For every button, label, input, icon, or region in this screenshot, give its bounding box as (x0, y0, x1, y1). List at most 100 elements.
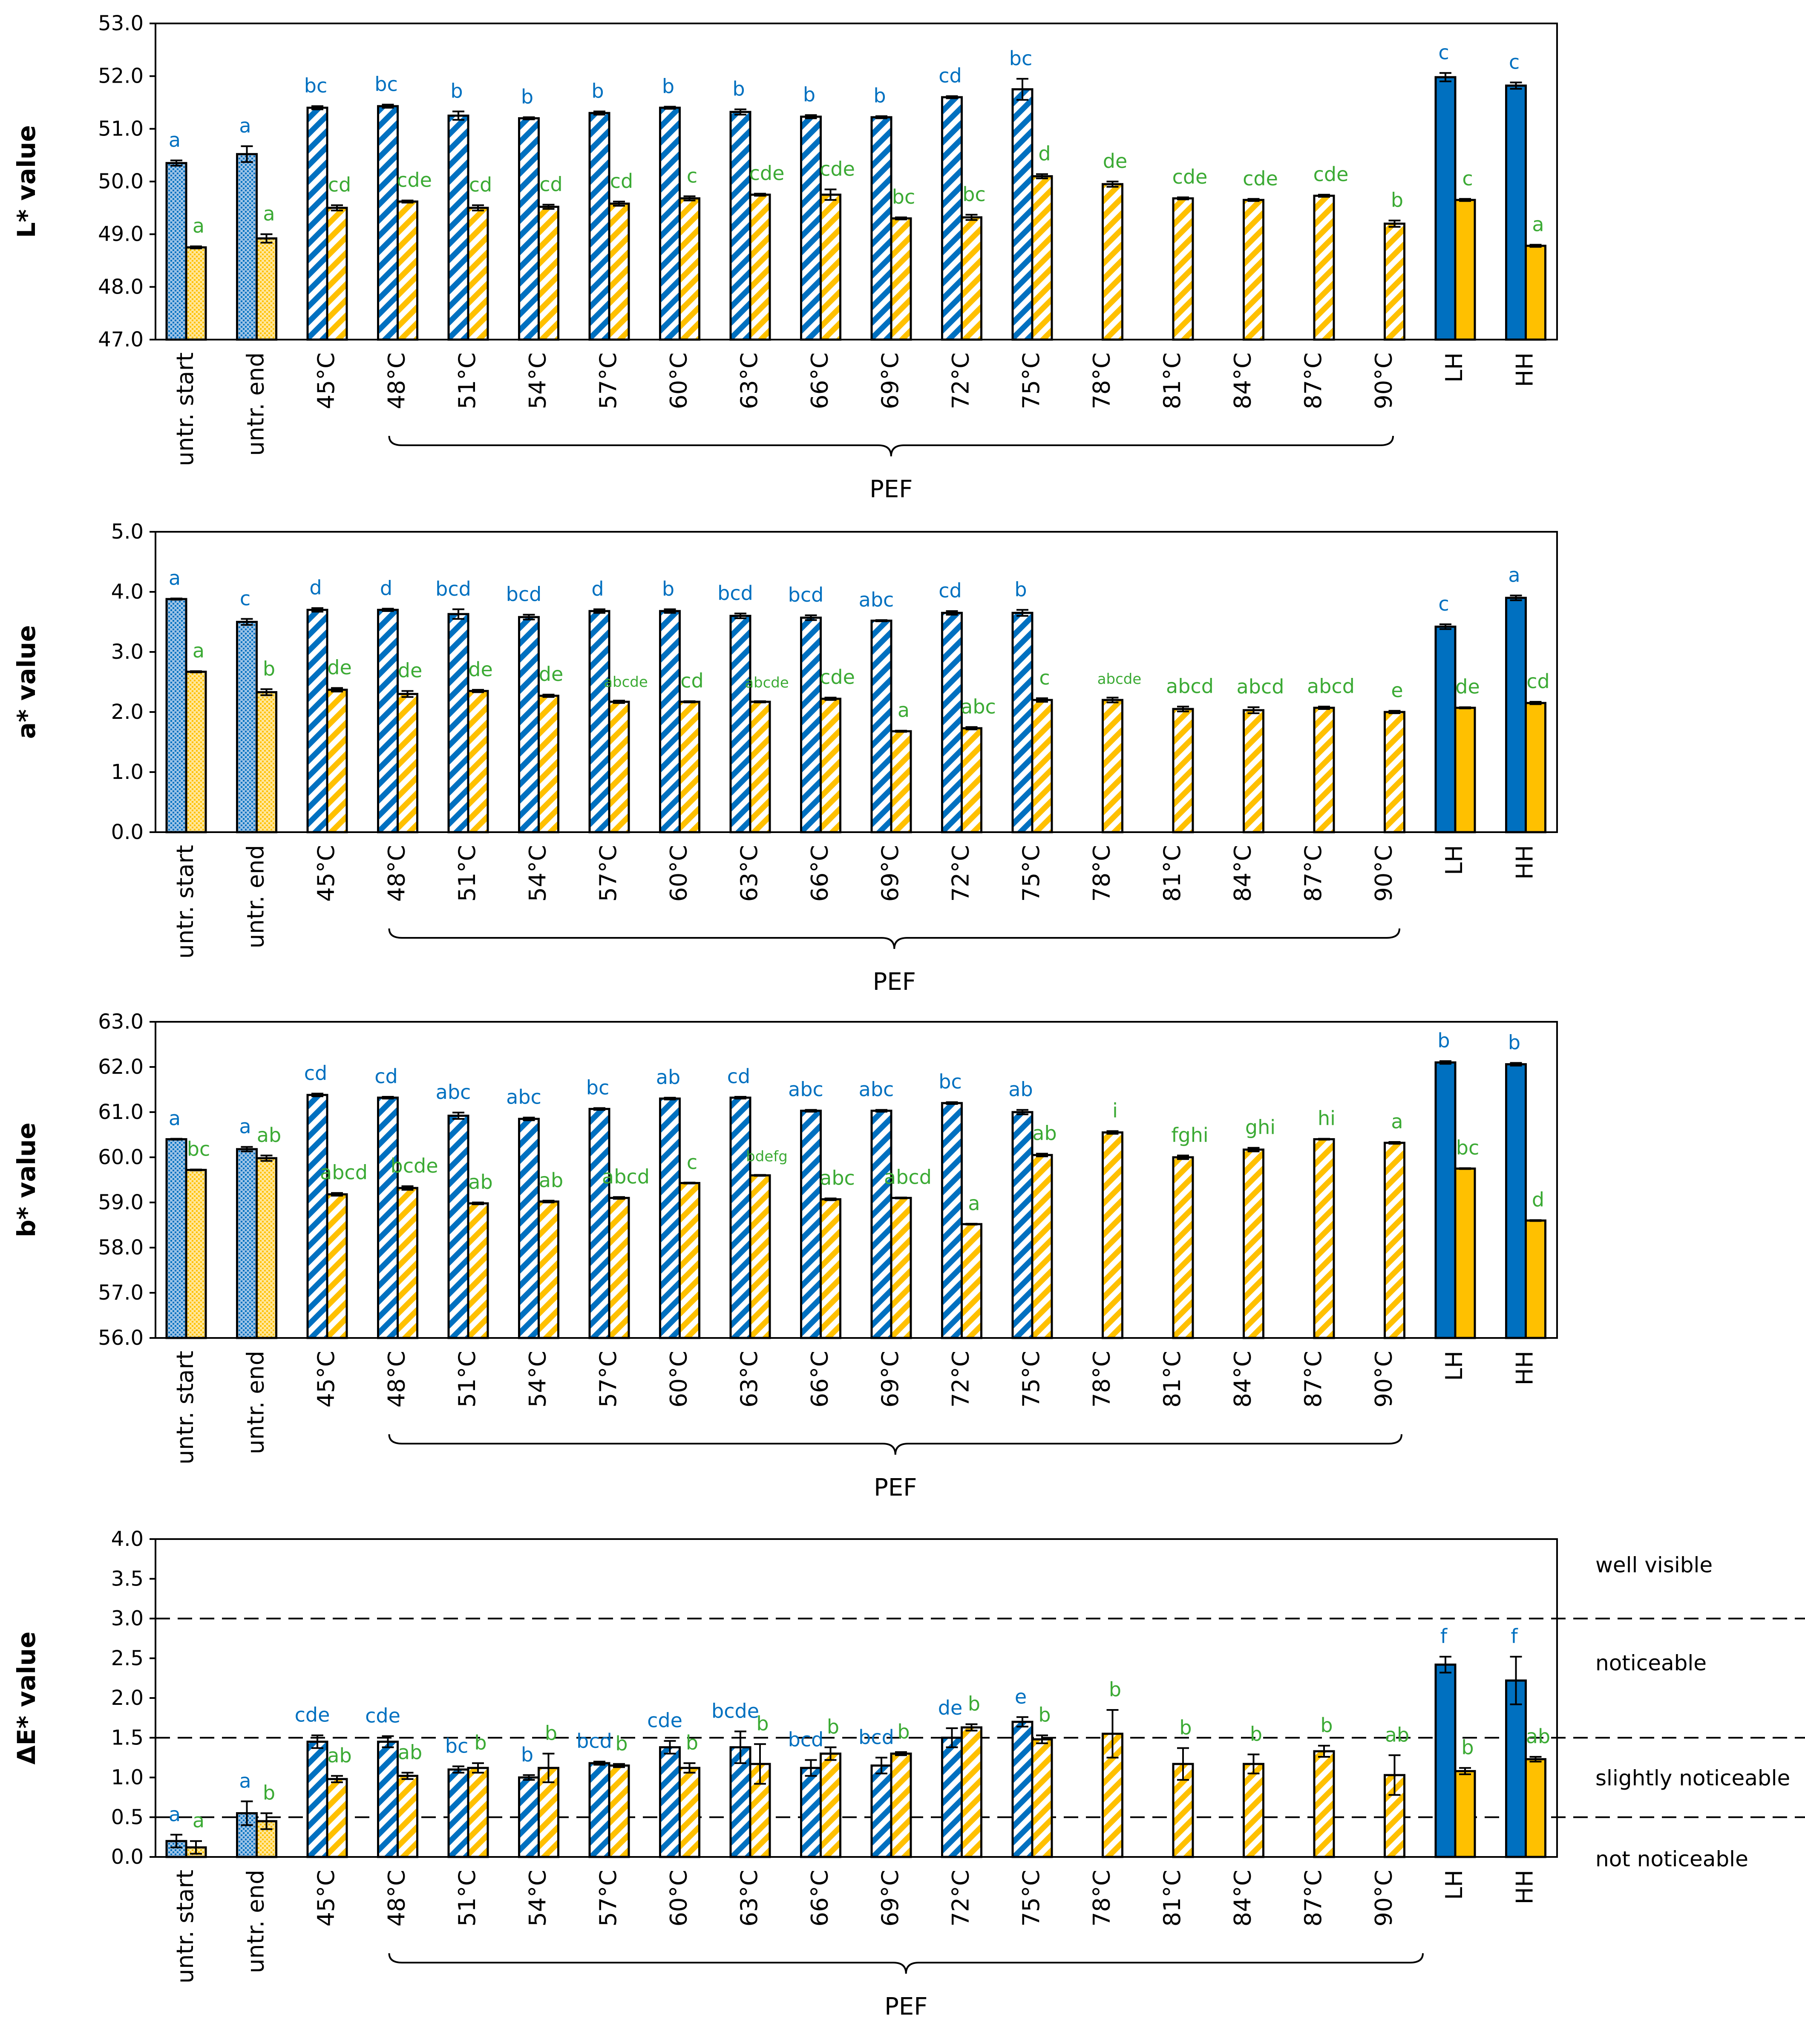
bar-yellow (326, 207, 348, 341)
threshold-zone-label: slightly noticeable (1595, 1766, 1790, 1790)
significance-letter-yellow: b (263, 1781, 275, 1804)
significance-letter-yellow: b (1179, 1716, 1192, 1739)
bar-blue (941, 96, 963, 341)
x-tick-label: 90°C (1370, 352, 1397, 409)
bar-yellow (961, 1223, 982, 1339)
x-tick-label: 72°C (947, 352, 974, 409)
significance-letter-blue: bcd (717, 582, 753, 605)
x-tick-label: 45°C (313, 1351, 340, 1407)
bar-blue (659, 610, 681, 833)
threshold-zone-label: well visible (1595, 1553, 1713, 1577)
significance-letter-yellow: abcde (604, 674, 648, 691)
bar-yellow (1102, 1131, 1123, 1339)
significance-letter-yellow: ab (539, 1169, 563, 1192)
bar-blue (588, 1108, 610, 1339)
x-tick-label: 90°C (1370, 1870, 1397, 1926)
y-tick-label: 53.0 (98, 12, 144, 35)
bar-yellow (256, 1157, 277, 1339)
plot-area (155, 1538, 1558, 1858)
significance-letter-yellow: de (539, 663, 564, 686)
significance-letter-yellow: bdefg (746, 1148, 788, 1165)
y-axis-label: a* value (12, 625, 41, 739)
significance-letter-yellow: a (193, 639, 204, 662)
significance-letter-blue: bcd (435, 577, 471, 600)
significance-letter-blue: bc (938, 1070, 962, 1093)
bar-yellow (326, 689, 348, 833)
significance-letter-yellow: abcd (1307, 675, 1355, 698)
significance-letter-blue: b (1437, 1029, 1450, 1052)
bar-yellow (1525, 1219, 1546, 1339)
x-tick-label: LH (1441, 1870, 1468, 1900)
threshold-zone-label: noticeable (1595, 1651, 1707, 1675)
bar-blue (941, 1102, 963, 1339)
significance-letter-yellow: fghi (1171, 1124, 1208, 1147)
y-tick-label: 61.0 (98, 1100, 144, 1124)
significance-letter-yellow: abcde (745, 675, 789, 692)
y-tick-label: 62.0 (98, 1055, 144, 1079)
x-tick-label: untr. end (242, 1351, 269, 1454)
bar-blue (1505, 1063, 1527, 1339)
x-tick-label: 78°C (1088, 1870, 1115, 1926)
x-tick-label: 81°C (1159, 845, 1186, 902)
x-tick-label: 84°C (1229, 352, 1256, 409)
y-tick-label: 52.0 (98, 64, 144, 88)
significance-letter-yellow: a (898, 699, 910, 722)
x-tick-label: 51°C (454, 1870, 481, 1926)
x-tick-label: untr. end (242, 352, 269, 456)
bar-yellow (1313, 1138, 1335, 1339)
significance-letter-blue: cde (647, 1709, 682, 1732)
bar-blue (306, 1741, 328, 1858)
y-tick-label: 0.5 (111, 1805, 144, 1829)
bar-blue (659, 107, 681, 341)
y-tick-label: 0.0 (111, 1845, 144, 1869)
bar-blue (588, 610, 610, 833)
pef-group-label: PEF (884, 1993, 927, 2021)
plot-area (155, 1021, 1558, 1339)
bar-yellow (608, 1196, 630, 1339)
x-tick-label: 90°C (1370, 1351, 1397, 1407)
bar-blue (870, 1764, 892, 1858)
significance-letter-blue: c (1438, 592, 1449, 615)
significance-letter-yellow: ab (1526, 1725, 1550, 1748)
bar-blue (870, 1110, 892, 1339)
bar-blue (800, 617, 822, 833)
significance-letter-yellow: ab (1032, 1122, 1057, 1145)
significance-letter-yellow: cde (749, 161, 785, 185)
significance-letter-blue: b (662, 75, 674, 98)
significance-letter-yellow: ab (468, 1170, 492, 1194)
bar-blue (165, 162, 187, 341)
bar-yellow (1031, 175, 1053, 341)
significance-letter-yellow: hi (1318, 1107, 1336, 1130)
x-tick-label: 75°C (1018, 352, 1045, 409)
x-tick-label: 69°C (877, 1870, 904, 1926)
significance-letter-blue: a (169, 1803, 181, 1826)
bar-blue (377, 608, 399, 833)
significance-letter-yellow: abcde (1097, 671, 1142, 688)
pef-brace (388, 1953, 1424, 1974)
significance-letter-blue: a (239, 1115, 251, 1138)
bar-yellow (326, 1778, 348, 1858)
significance-letter-yellow: c (687, 1150, 697, 1173)
bar-yellow (185, 671, 207, 833)
bar-blue (518, 117, 540, 341)
significance-letter-yellow: a (263, 202, 275, 225)
significance-letter-yellow: cd (610, 170, 633, 193)
y-tick-label: 49.0 (98, 222, 144, 246)
significance-letter-yellow: a (1532, 213, 1544, 236)
significance-letter-blue: abc (859, 588, 894, 611)
bar-yellow (397, 1775, 418, 1858)
bar-yellow (1031, 699, 1053, 833)
x-tick-label: 84°C (1229, 1870, 1256, 1926)
bar-blue (1505, 84, 1527, 341)
bar-blue (729, 111, 751, 341)
x-tick-label: 66°C (806, 1351, 833, 1407)
bar-yellow (961, 1726, 982, 1858)
bar-yellow (538, 695, 559, 833)
significance-letter-blue: b (873, 84, 886, 107)
x-tick-label: LH (1441, 1351, 1468, 1381)
x-tick-label: 84°C (1229, 845, 1256, 902)
y-tick-label: 2.0 (111, 700, 144, 724)
x-tick-label: 60°C (665, 1870, 692, 1926)
significance-letter-yellow: bc (1456, 1136, 1480, 1159)
significance-letter-yellow: cde (1243, 167, 1278, 190)
